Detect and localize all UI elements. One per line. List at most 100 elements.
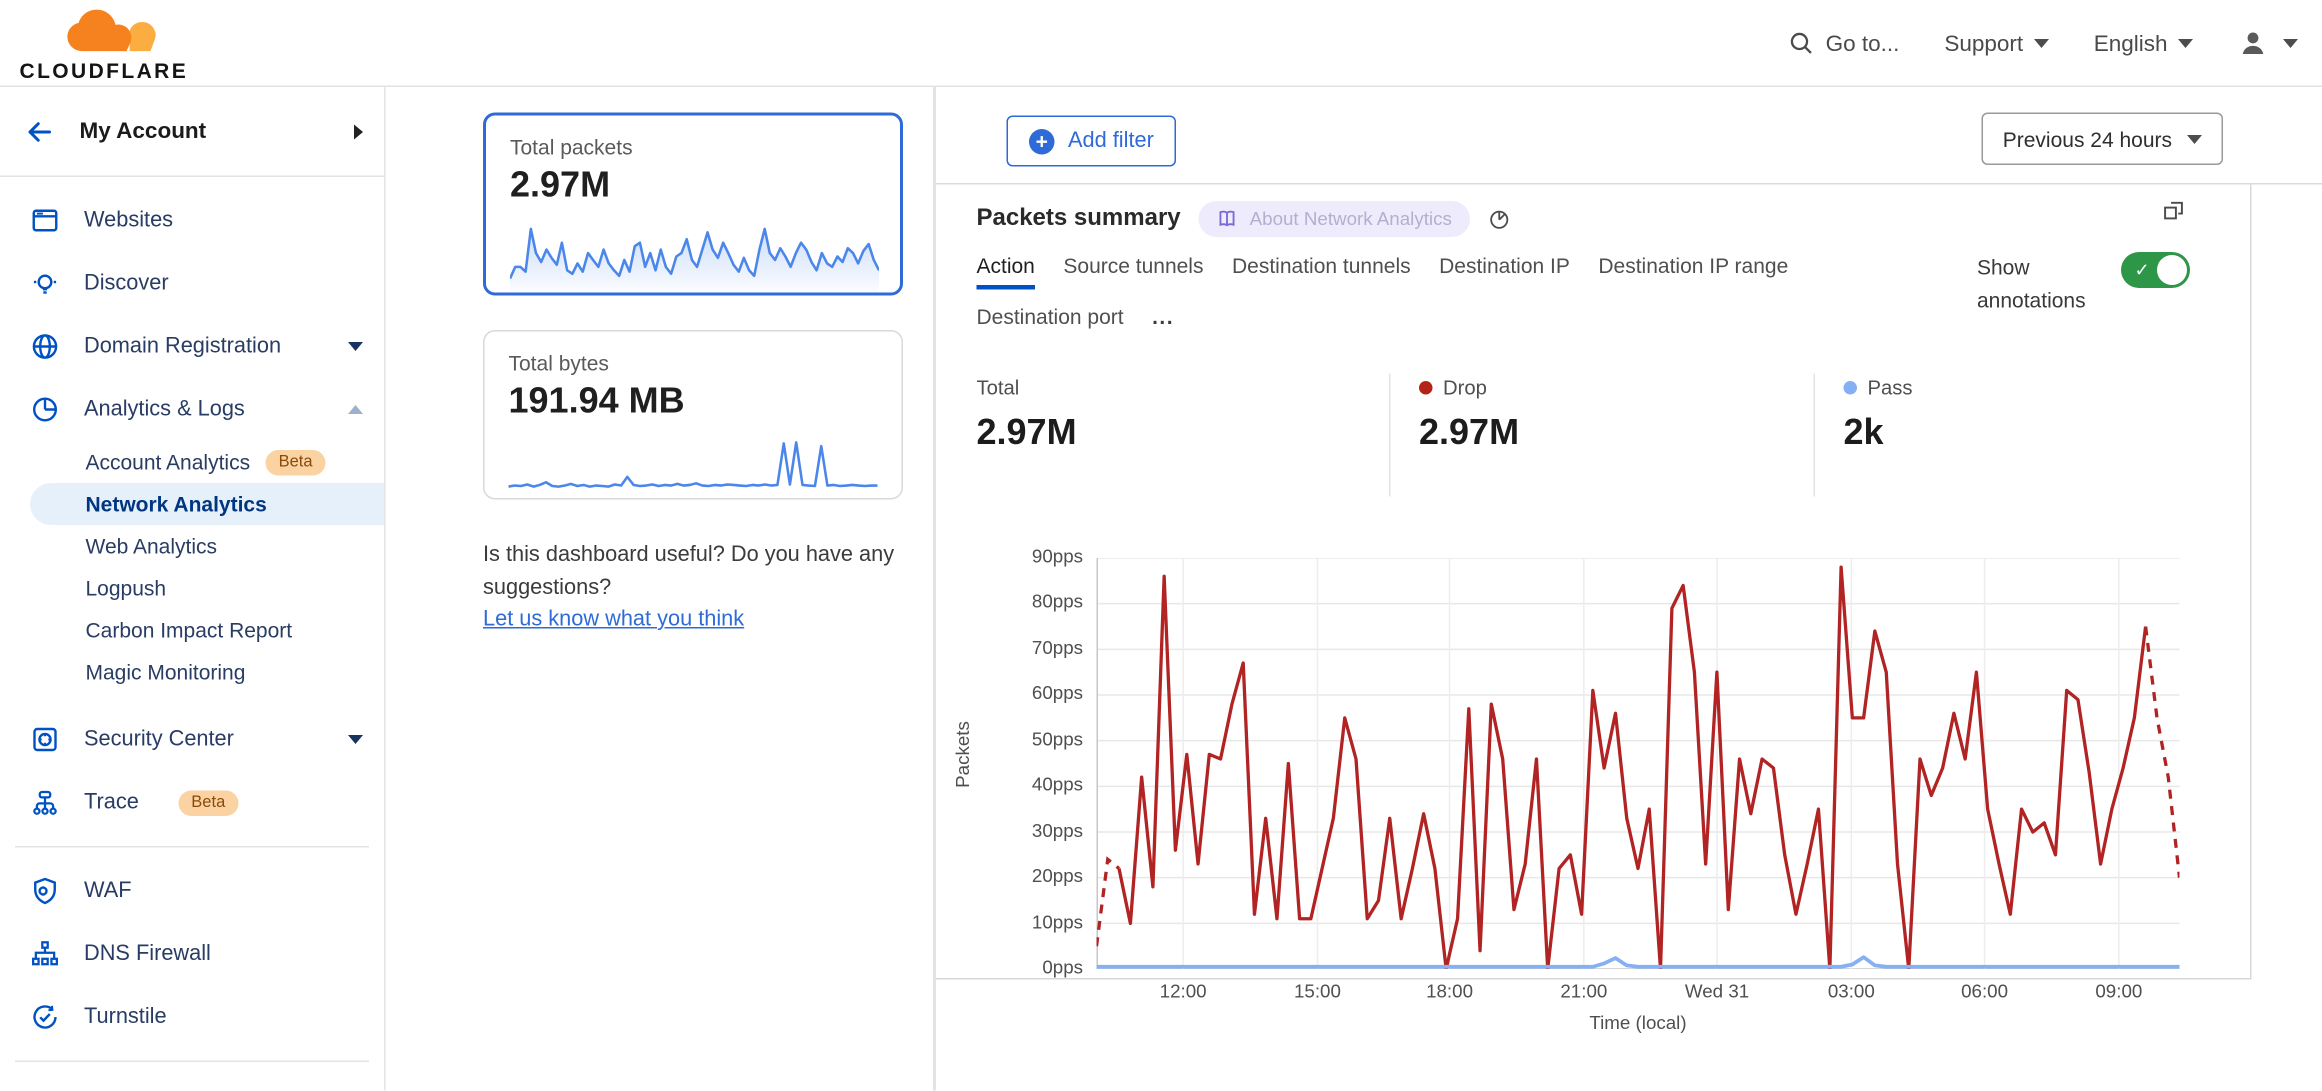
panel-title: Packets summary — [977, 206, 1181, 233]
about-network-analytics-pill[interactable]: About Network Analytics — [1199, 201, 1470, 237]
show-annotations-label: Show annotations — [1977, 251, 2120, 317]
goto-search-button[interactable]: Go to... — [1788, 30, 1899, 57]
pie-chart-icon — [30, 395, 60, 425]
stat-divider — [1389, 374, 1391, 497]
stat-drop: Drop 2.97M — [1419, 377, 1519, 455]
packets-summary-panel: Packets summary About Network Analytics … — [936, 185, 2252, 980]
language-label: English — [2094, 31, 2168, 57]
caret-down-icon — [348, 735, 363, 744]
account-name[interactable]: My Account — [80, 119, 355, 145]
sidebar-item-trace[interactable]: Trace Beta — [0, 771, 384, 834]
sidebar-divider — [15, 846, 369, 848]
tab-destination-tunnels[interactable]: Destination tunnels — [1232, 251, 1411, 290]
sidebar-item-magic-monitoring[interactable]: Magic Monitoring — [0, 651, 384, 693]
support-menu[interactable]: Support — [1944, 31, 2048, 57]
cloudflare-cloud-icon — [59, 8, 164, 62]
x-tick: 09:00 — [2051, 981, 2186, 1002]
account-header: My Account — [0, 87, 384, 177]
sidebar-item-label: Web Analytics — [86, 534, 218, 558]
stat-pass: Pass 2k — [1844, 377, 1913, 455]
sidebar-item-network-analytics[interactable]: Network Analytics — [30, 483, 386, 525]
sidebar-item-label: Logpush — [86, 576, 167, 600]
sidebar-item-account-analytics[interactable]: Account Analytics Beta — [0, 441, 384, 483]
globe-icon — [30, 332, 60, 362]
sidebar-item-security-center[interactable]: Security Center — [0, 708, 384, 771]
sidebar-item-web-analytics[interactable]: Web Analytics — [0, 525, 384, 567]
account-menu[interactable] — [2238, 29, 2298, 59]
tab-destination-ip-range[interactable]: Destination IP range — [1598, 251, 1788, 290]
turnstile-icon — [30, 1002, 60, 1032]
bytes-sparkline — [509, 432, 878, 495]
search-icon — [1788, 30, 1815, 57]
tab-destination-port[interactable]: Destination port — [977, 302, 1124, 341]
y-tick: 80pps — [981, 592, 1083, 613]
feedback-link[interactable]: Let us know what you think — [483, 608, 744, 632]
browser-icon — [30, 206, 60, 236]
time-range-selector[interactable]: Previous 24 hours — [1982, 113, 2223, 166]
y-tick: 40pps — [981, 774, 1083, 795]
toggle-knob — [2157, 255, 2187, 285]
sidebar-item-label: Websites — [84, 209, 173, 233]
y-tick: 20pps — [981, 866, 1083, 887]
chart-type-button[interactable] — [1488, 208, 1511, 231]
back-button[interactable] — [24, 116, 54, 146]
sidebar-item-waf[interactable]: WAF — [0, 860, 384, 923]
sidebar-item-label: Turnstile — [84, 1005, 167, 1029]
more-tabs-button[interactable]: ... — [1152, 302, 1174, 341]
pie-chart-icon — [1488, 208, 1511, 231]
total-bytes-card[interactable]: Total bytes 191.94 MB — [483, 330, 903, 500]
back-arrow-icon — [24, 116, 54, 146]
language-menu[interactable]: English — [2094, 31, 2193, 57]
support-label: Support — [1944, 31, 2023, 57]
card-value: 191.94 MB — [509, 381, 878, 423]
sidebar-item-label: Discover — [84, 272, 169, 296]
sidebar-item-label: Magic Monitoring — [86, 660, 246, 684]
tab-list-row2: Destination port ... — [977, 302, 1175, 341]
plus-icon: + — [1029, 128, 1055, 154]
sidebar-item-carbon-impact-report[interactable]: Carbon Impact Report — [0, 609, 384, 651]
sidebar-item-discover[interactable]: Discover — [0, 252, 384, 315]
total-packets-card[interactable]: Total packets 2.97M — [483, 113, 903, 296]
stat-label: Drop — [1443, 377, 1487, 400]
tab-action[interactable]: Action — [977, 251, 1035, 290]
show-annotations-toggle[interactable]: ✓ — [2121, 252, 2190, 288]
add-filter-button[interactable]: + Add filter — [1007, 116, 1177, 167]
y-axis-label: Packets — [953, 695, 974, 815]
sidebar-item-partial[interactable] — [0, 1074, 384, 1091]
x-tick: 12:00 — [1116, 981, 1251, 1002]
sidebar-item-dns-firewall[interactable]: DNS Firewall — [0, 923, 384, 986]
x-tick: Wed 31 — [1650, 981, 1785, 1002]
goto-label: Go to... — [1826, 31, 1900, 57]
sidebar-item-websites[interactable]: Websites — [0, 189, 384, 252]
tab-source-tunnels[interactable]: Source tunnels — [1063, 251, 1203, 290]
chevron-right-icon[interactable] — [354, 124, 363, 139]
expand-panel-button[interactable] — [2162, 198, 2186, 222]
caret-down-icon — [348, 342, 363, 351]
stat-value: 2.97M — [977, 413, 1077, 455]
top-bar: CLOUDFLARE Go to... Support English — [0, 0, 2322, 87]
sidebar-item-turnstile[interactable]: Turnstile — [0, 986, 384, 1049]
expand-icon — [2162, 198, 2186, 222]
sidebar-item-domain-registration[interactable]: Domain Registration — [0, 315, 384, 378]
trace-icon — [30, 788, 60, 818]
card-title: Total bytes — [509, 351, 878, 375]
stat-value: 2.97M — [1419, 413, 1519, 455]
card-title: Total packets — [510, 135, 876, 159]
sidebar-item-analytics-logs[interactable]: Analytics & Logs — [0, 378, 384, 441]
tab-destination-ip[interactable]: Destination IP — [1439, 251, 1570, 290]
add-filter-label: Add filter — [1068, 129, 1154, 153]
about-pill-label: About Network Analytics — [1250, 209, 1452, 230]
caret-down-icon — [2178, 39, 2193, 48]
sidebar-item-label: WAF — [84, 879, 132, 903]
sidebar-item-logpush[interactable]: Logpush — [0, 567, 384, 609]
chart-plot — [1097, 558, 2180, 969]
sidebar-item-label: Trace — [84, 791, 139, 815]
cloudflare-logo[interactable]: CLOUDFLARE — [20, 8, 185, 83]
stat-total: Total 2.97M — [977, 377, 1077, 455]
check-icon: ✓ — [2135, 260, 2150, 281]
drop-legend-dot — [1419, 381, 1433, 395]
y-tick: 70pps — [981, 637, 1083, 658]
sidebar: My Account Websites Discover Domain Regi… — [0, 87, 386, 1091]
